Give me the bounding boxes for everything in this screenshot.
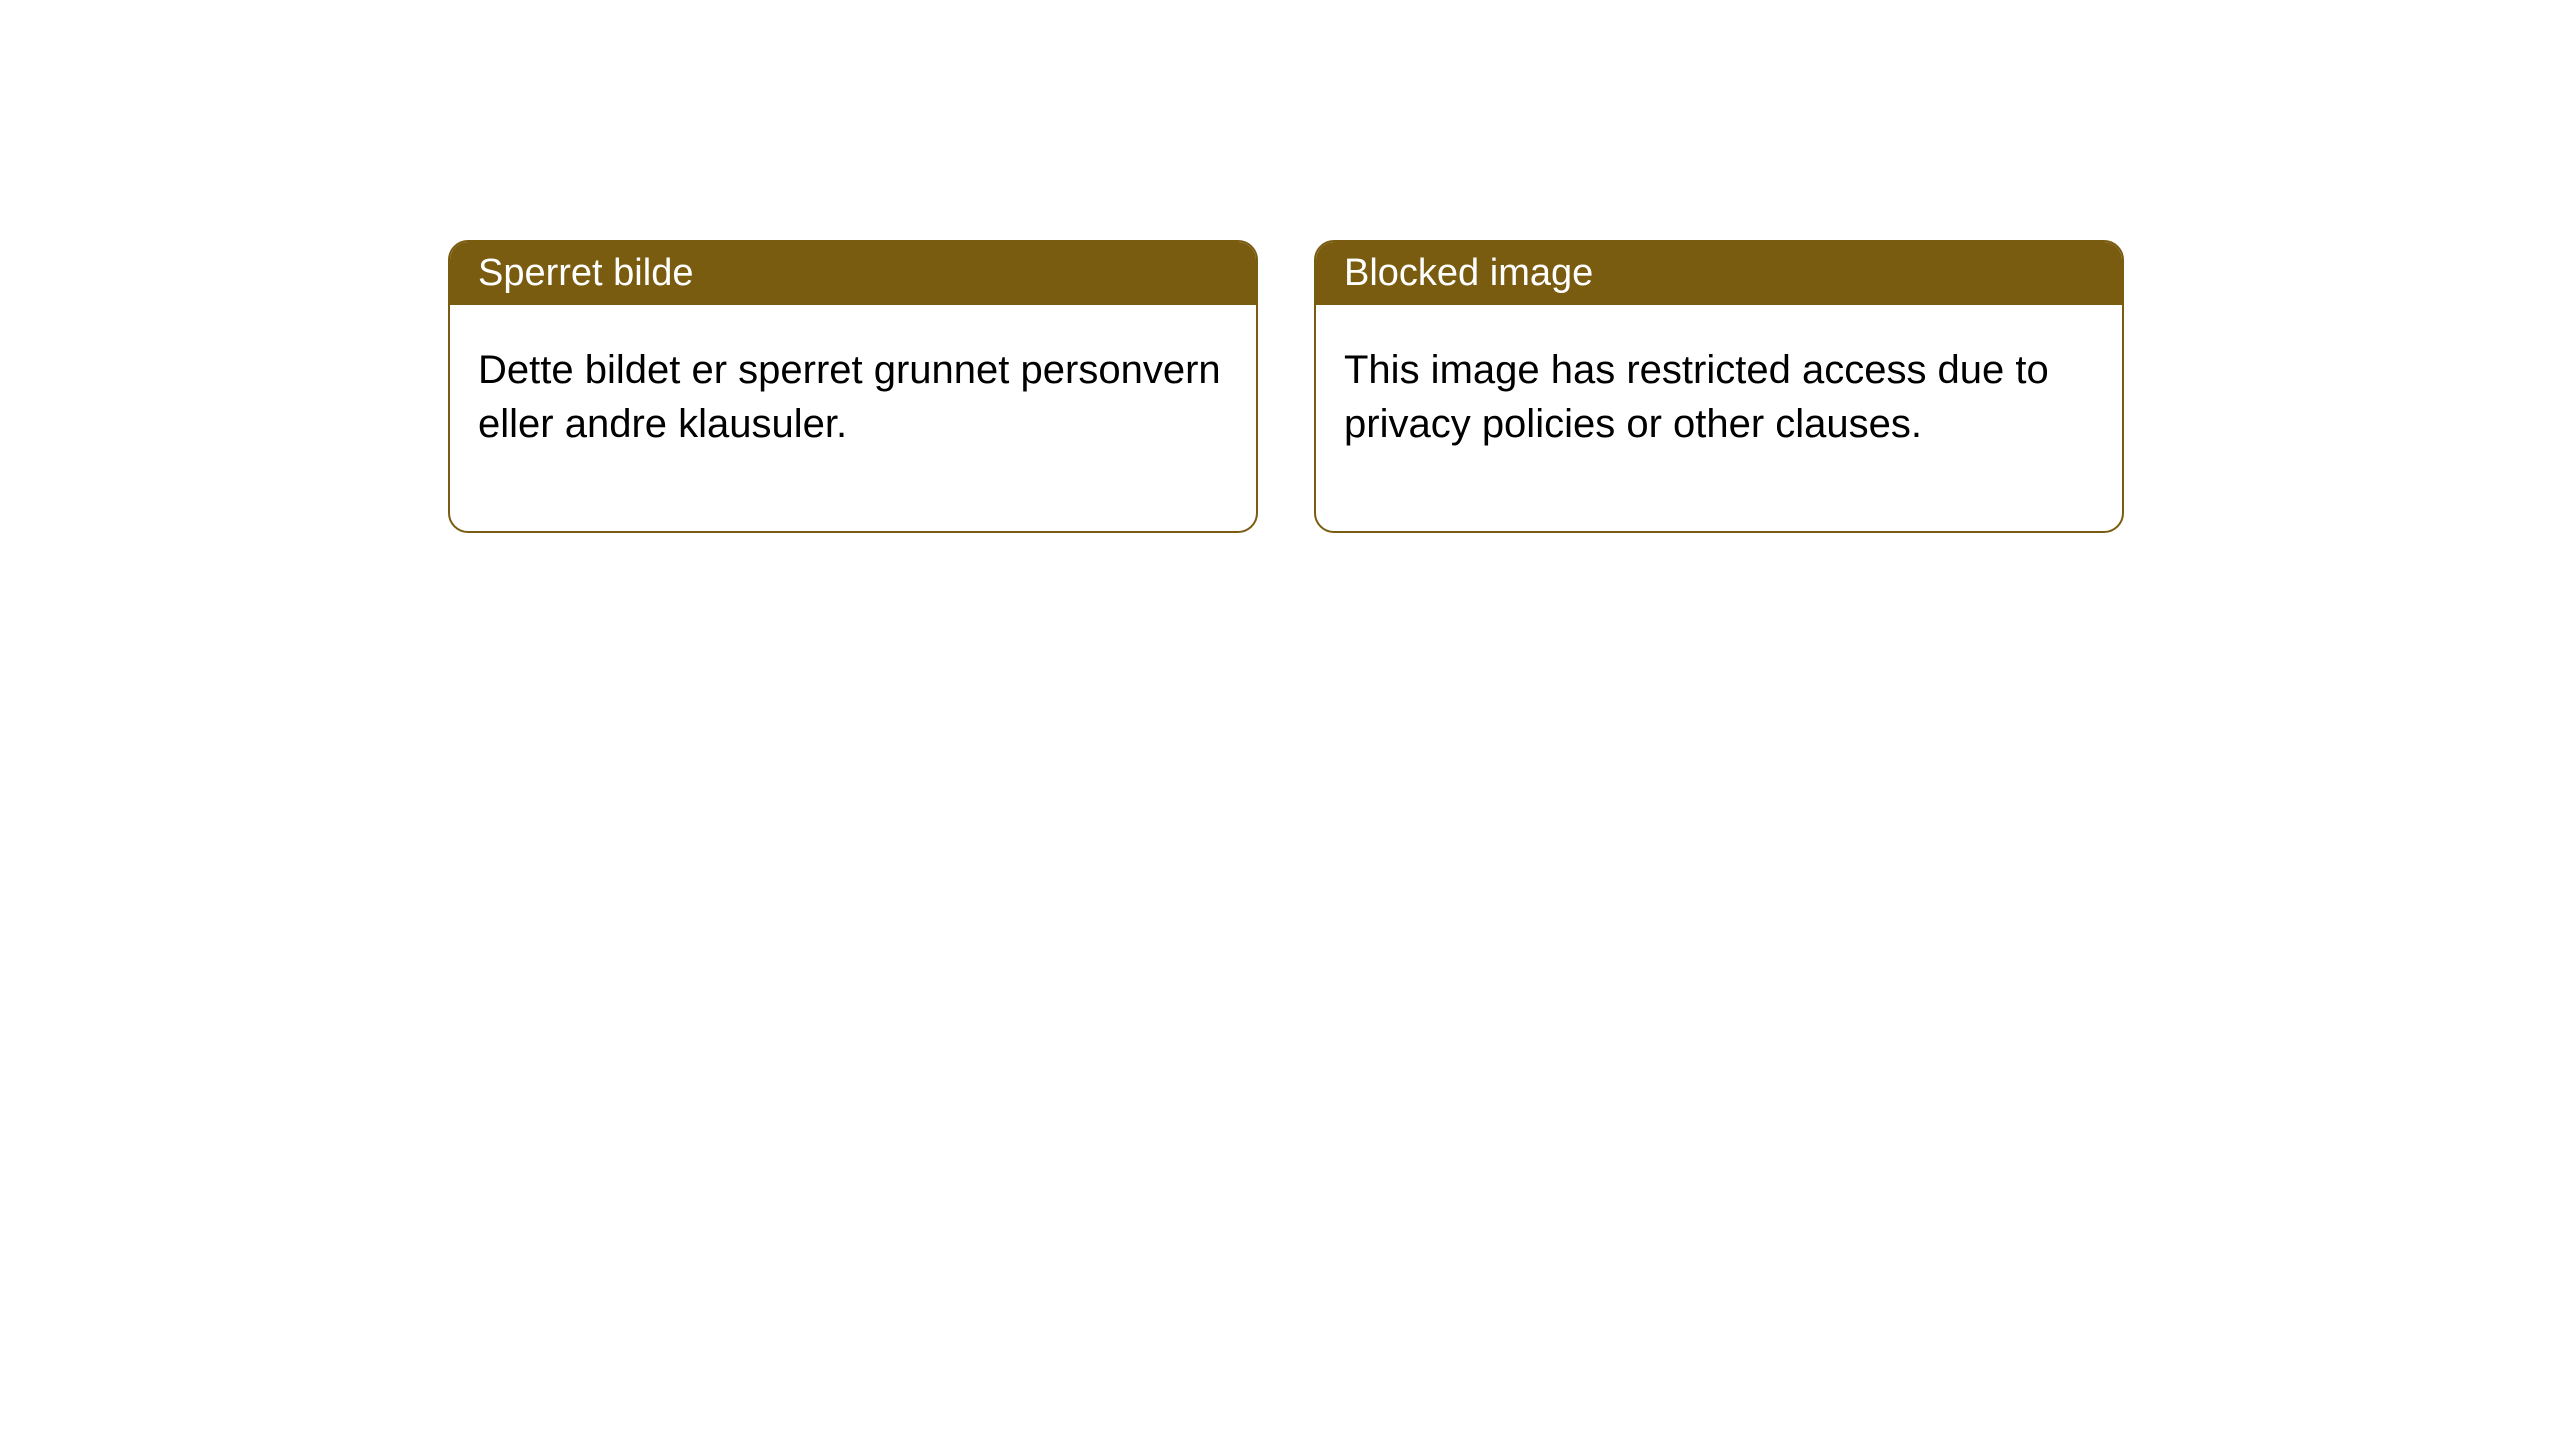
card-body-text: This image has restricted access due to …: [1344, 348, 2049, 446]
card-title: Sperret bilde: [478, 252, 693, 294]
blocked-image-card-en: Blocked image This image has restricted …: [1314, 240, 2124, 533]
blocked-image-card-no: Sperret bilde Dette bildet er sperret gr…: [448, 240, 1258, 533]
card-header: Sperret bilde: [450, 242, 1256, 305]
card-title: Blocked image: [1344, 252, 1593, 294]
card-body: Dette bildet er sperret grunnet personve…: [450, 305, 1256, 531]
card-body-text: Dette bildet er sperret grunnet personve…: [478, 348, 1221, 446]
card-body: This image has restricted access due to …: [1316, 305, 2122, 531]
cards-container: Sperret bilde Dette bildet er sperret gr…: [0, 0, 2560, 533]
card-header: Blocked image: [1316, 242, 2122, 305]
